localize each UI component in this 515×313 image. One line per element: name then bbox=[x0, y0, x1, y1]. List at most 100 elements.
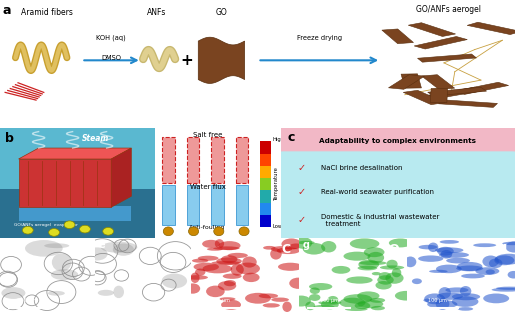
Ellipse shape bbox=[87, 247, 108, 260]
Text: ✓: ✓ bbox=[297, 215, 305, 225]
Ellipse shape bbox=[282, 239, 301, 249]
Ellipse shape bbox=[313, 305, 335, 309]
Ellipse shape bbox=[192, 259, 209, 263]
Ellipse shape bbox=[473, 243, 496, 247]
Circle shape bbox=[79, 225, 91, 233]
Ellipse shape bbox=[445, 287, 469, 293]
Ellipse shape bbox=[194, 263, 219, 271]
Ellipse shape bbox=[375, 281, 392, 290]
Ellipse shape bbox=[198, 256, 218, 261]
Ellipse shape bbox=[289, 278, 307, 289]
Ellipse shape bbox=[460, 286, 471, 296]
Ellipse shape bbox=[404, 256, 416, 267]
Ellipse shape bbox=[355, 302, 370, 309]
Ellipse shape bbox=[44, 243, 70, 248]
Ellipse shape bbox=[458, 307, 473, 311]
Ellipse shape bbox=[412, 279, 422, 284]
Ellipse shape bbox=[270, 248, 282, 259]
Text: d: d bbox=[4, 240, 11, 250]
Ellipse shape bbox=[452, 293, 480, 300]
Polygon shape bbox=[467, 22, 515, 34]
Ellipse shape bbox=[219, 297, 235, 300]
Ellipse shape bbox=[357, 300, 383, 308]
Ellipse shape bbox=[298, 241, 315, 244]
Polygon shape bbox=[382, 29, 414, 44]
Ellipse shape bbox=[242, 256, 257, 268]
Ellipse shape bbox=[291, 295, 311, 306]
Ellipse shape bbox=[318, 300, 341, 305]
Text: Water flux: Water flux bbox=[190, 184, 226, 190]
Ellipse shape bbox=[508, 271, 515, 279]
Circle shape bbox=[214, 227, 224, 236]
Ellipse shape bbox=[289, 244, 303, 249]
Ellipse shape bbox=[191, 273, 199, 283]
Ellipse shape bbox=[379, 272, 391, 280]
Ellipse shape bbox=[439, 287, 451, 299]
Polygon shape bbox=[388, 75, 424, 89]
Ellipse shape bbox=[294, 237, 312, 249]
Text: e: e bbox=[99, 240, 106, 250]
Bar bbox=[236, 185, 248, 225]
Bar bbox=[162, 185, 175, 225]
Ellipse shape bbox=[236, 263, 260, 275]
Ellipse shape bbox=[206, 285, 225, 297]
Ellipse shape bbox=[419, 245, 437, 249]
Ellipse shape bbox=[475, 267, 500, 275]
Ellipse shape bbox=[440, 250, 452, 259]
Ellipse shape bbox=[380, 265, 404, 270]
Ellipse shape bbox=[263, 246, 276, 250]
Text: 20 μm: 20 μm bbox=[114, 298, 130, 303]
Text: Salt free: Salt free bbox=[193, 132, 222, 138]
Ellipse shape bbox=[358, 260, 379, 269]
Ellipse shape bbox=[502, 242, 515, 245]
Text: 200 μm: 200 μm bbox=[17, 298, 36, 303]
Ellipse shape bbox=[427, 300, 457, 309]
Ellipse shape bbox=[359, 261, 387, 265]
Ellipse shape bbox=[370, 298, 385, 303]
Ellipse shape bbox=[386, 260, 398, 269]
FancyBboxPatch shape bbox=[278, 151, 515, 239]
Ellipse shape bbox=[389, 239, 412, 247]
Ellipse shape bbox=[310, 287, 320, 294]
Bar bbox=[261, 166, 270, 178]
Polygon shape bbox=[111, 148, 131, 207]
Ellipse shape bbox=[228, 253, 248, 258]
Circle shape bbox=[22, 226, 33, 234]
Ellipse shape bbox=[439, 252, 469, 258]
Text: h: h bbox=[411, 240, 418, 250]
Text: Steam: Steam bbox=[82, 134, 110, 143]
Text: NaCl brine desalination: NaCl brine desalination bbox=[320, 165, 402, 171]
Ellipse shape bbox=[346, 276, 373, 284]
Ellipse shape bbox=[385, 272, 404, 284]
Bar bbox=[0, 128, 154, 188]
Text: Low: Low bbox=[272, 224, 283, 229]
Text: GO/ANFs aerogel  evaporator: GO/ANFs aerogel evaporator bbox=[14, 223, 78, 227]
Bar bbox=[0, 188, 154, 238]
Text: ✓: ✓ bbox=[297, 163, 305, 173]
Ellipse shape bbox=[113, 244, 134, 256]
Ellipse shape bbox=[486, 269, 495, 275]
Text: f: f bbox=[195, 240, 199, 250]
Ellipse shape bbox=[277, 247, 300, 254]
Text: O: O bbox=[388, 243, 399, 256]
Ellipse shape bbox=[25, 240, 63, 257]
Ellipse shape bbox=[113, 286, 124, 298]
Polygon shape bbox=[422, 75, 455, 90]
Ellipse shape bbox=[423, 299, 434, 302]
Ellipse shape bbox=[424, 293, 445, 304]
Ellipse shape bbox=[372, 272, 381, 275]
Polygon shape bbox=[428, 87, 484, 99]
Text: Aramid fibers: Aramid fibers bbox=[21, 8, 73, 17]
Ellipse shape bbox=[435, 247, 464, 253]
Ellipse shape bbox=[218, 281, 236, 290]
Text: N: N bbox=[497, 243, 507, 256]
Ellipse shape bbox=[309, 294, 320, 301]
Ellipse shape bbox=[437, 292, 463, 300]
Ellipse shape bbox=[339, 298, 366, 308]
Polygon shape bbox=[414, 37, 467, 49]
Ellipse shape bbox=[98, 290, 114, 296]
Bar bbox=[236, 137, 248, 183]
Text: 100 μm: 100 μm bbox=[427, 298, 447, 303]
Ellipse shape bbox=[303, 243, 325, 254]
Ellipse shape bbox=[215, 239, 224, 249]
